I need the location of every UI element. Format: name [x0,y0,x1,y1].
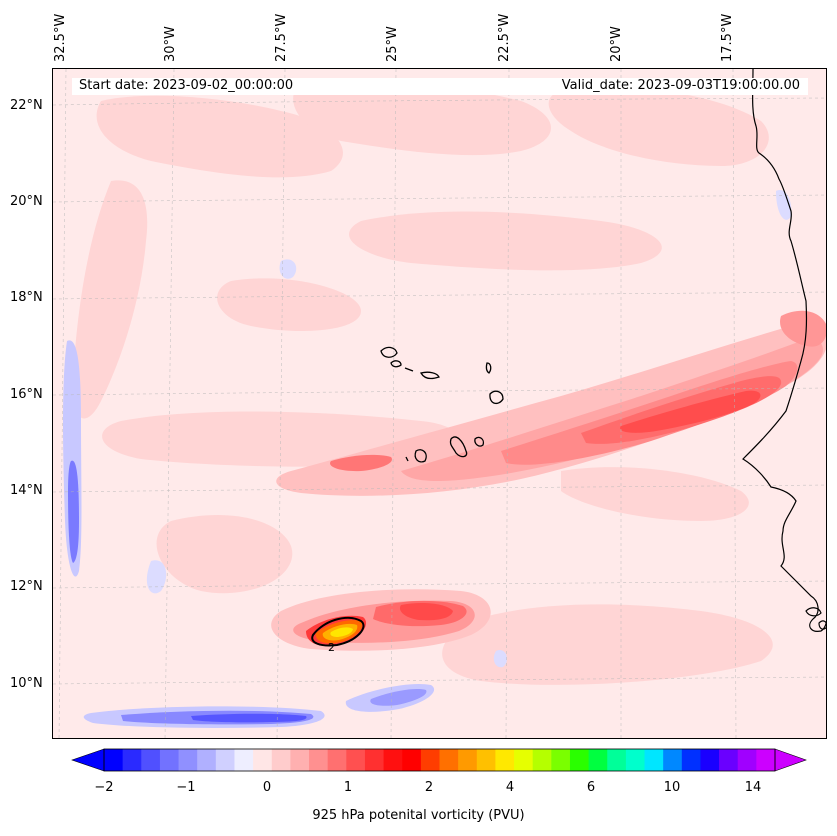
pv-field [53,69,826,738]
colorbar-segments [104,749,776,771]
lon-label-20w: 20°W [609,26,624,62]
colorbar-segment [383,749,403,771]
african-coastline [742,69,826,632]
colorbar-label: 925 hPa potenital vorticity (PVU) [312,808,525,823]
colorbar-segment [234,749,254,771]
start-date-text: Start date: 2023-09-02_00:00:00 [79,78,294,93]
colorbar-extend-max [774,748,807,772]
colorbar-segment [364,749,385,771]
colorbar-segment [122,749,142,771]
colorbar-segment [104,749,124,771]
colorbar-segment [327,749,347,771]
lat-label-12n: 12°N [10,579,43,594]
lat-label-14n: 14°N [10,483,43,498]
colorbar-segment [532,749,552,771]
cb-tick-14: 14 [744,780,762,795]
colorbar-segment [514,749,534,771]
colorbar-segment [756,749,776,771]
colorbar-segment [309,749,329,771]
lon-label-27-5w: 27.5°W [274,13,289,62]
colorbar-segment [159,749,180,771]
date-info-bar: Start date: 2023-09-02_00:00:00 Valid_da… [72,78,808,95]
cb-tick-2: 2 [424,780,434,795]
colorbar-segment [439,749,459,771]
colorbar-segment [458,749,478,771]
lat-label-20n: 20°N [10,194,43,209]
colorbar-extend-min [71,748,105,772]
colorbar-segment [681,749,701,771]
colorbar-segment [607,749,627,771]
colorbar-segment [271,749,291,771]
cape-verde-islands [380,346,504,463]
lon-label-25w: 25°W [385,26,400,62]
colorbar [71,748,807,772]
cb-tick-0: 0 [262,780,272,795]
map-panel[interactable]: 2 [52,68,827,739]
colorbar-segment [588,749,608,771]
colorbar-segment [700,749,720,771]
lat-label-22n: 22°N [10,98,43,113]
lon-label-22-5w: 22.5°W [497,13,512,62]
colorbar-segment [737,749,757,771]
colorbar-segment [420,749,440,771]
colorbar-segment [346,749,366,771]
colorbar-segment [476,749,496,771]
colorbar-segment [551,749,571,771]
colorbar-segment [625,749,646,771]
colorbar-segment [197,749,217,771]
cb-tick-6: 6 [586,780,596,795]
colorbar-segment [569,749,590,771]
lat-label-16n: 16°N [10,387,43,402]
cb-tick-1: 1 [343,780,353,795]
lat-label-10n: 10°N [10,676,43,691]
lon-label-32-5w: 32.5°W [53,13,68,62]
lon-label-17-5w: 17.5°W [720,13,735,62]
colorbar-segment [719,749,739,771]
cb-tick-4: 4 [505,780,515,795]
colorbar-segment [402,749,422,771]
colorbar-segment [215,749,235,771]
colorbar-segment [644,749,664,771]
valid-date-text: Valid_date: 2023-09-03T19:00:00.00 [561,78,800,93]
lat-label-18n: 18°N [10,290,43,305]
colorbar-segment [141,749,161,771]
cb-tick-neg2: −2 [94,780,114,795]
colorbar-segment [253,749,273,771]
contour-label: 2 [328,641,335,654]
colorbar-segment [178,749,198,771]
cb-tick-10: 10 [663,780,681,795]
cb-tick-neg1: −1 [176,780,196,795]
lon-label-30w: 30°W [163,26,178,62]
colorbar-segment [495,749,515,771]
colorbar-segment [290,749,310,771]
colorbar-segment [663,749,683,771]
